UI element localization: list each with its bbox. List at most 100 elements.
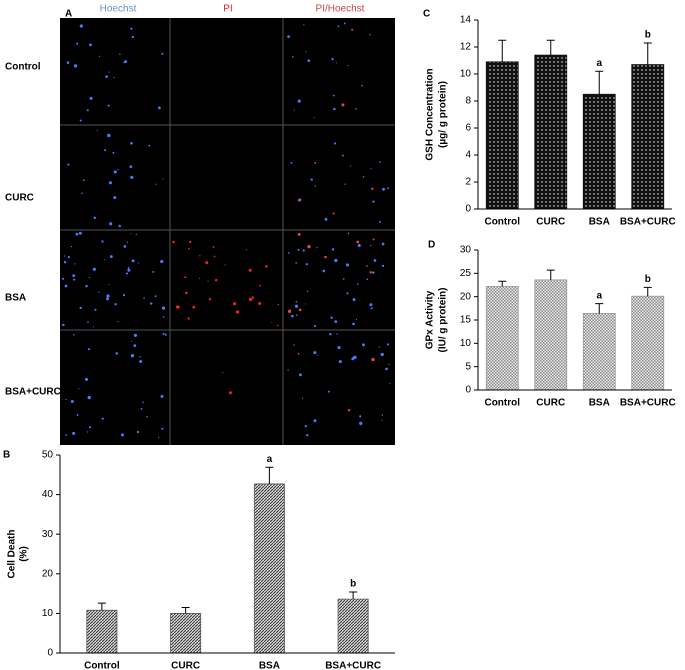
cell-dot [259,284,262,287]
significance-label: a [596,58,602,69]
panel-label: C [423,9,430,20]
cell-dot [277,303,280,306]
cell-dot [214,278,218,282]
y-tick-label: 14 [460,15,472,26]
cell-dot [385,367,388,371]
significance-label: a [596,290,602,301]
cell-dot [302,249,305,252]
y-tick-label: 12 [460,42,472,53]
cell-dot [369,34,371,36]
bar [631,64,665,210]
cell-dot [287,309,292,313]
cell-dot [92,267,96,271]
cell-dot [130,233,132,235]
cell-dot [291,314,294,318]
cell-dot [297,352,300,355]
cell-dot [154,295,157,298]
cell-dot [205,261,209,265]
cell-dot [245,249,248,251]
y-tick-label: 30 [42,529,54,540]
cell-dot [232,302,237,306]
cell-dot [114,303,117,306]
cell-dot [98,55,101,57]
cell-dot [316,246,318,249]
x-tick-label: CURC [536,398,565,409]
cell-dot [73,64,78,68]
error-bar [643,42,652,65]
cell-dot [222,372,224,374]
cell-dot [313,117,315,119]
cell-dot [382,187,385,191]
bar [534,54,568,210]
cell-dot [372,200,375,203]
cell-dot [297,99,301,103]
axes [477,250,672,391]
cell-dot [157,106,161,110]
cell-dot [185,291,188,295]
cell-dot [72,274,76,278]
cell-dot [117,169,119,171]
cell-dot [143,297,145,299]
row-label: CURC [5,193,34,204]
cell-dot [345,263,349,267]
y-tick-label: 50 [42,450,54,461]
cell-dot [86,109,89,112]
cell-dot [386,343,390,346]
cell-dot [87,395,91,400]
cell-dot [117,321,119,323]
cell-dot [178,306,181,308]
cell-dot [126,241,129,243]
cell-dot [251,296,255,299]
cell-dot [295,262,298,264]
cell-dot [74,263,76,265]
cell-dot [297,232,301,236]
cell-dot [129,165,133,169]
cell-dot [158,436,160,438]
y-tick-label: 0 [465,385,471,396]
cell-dot [370,244,372,247]
cell-dot [199,255,201,257]
bar [534,279,568,391]
cell-dot [87,321,89,323]
cell-dot [224,264,226,266]
cell-dot [124,60,128,63]
cell-dot [161,52,164,55]
significance-label: b [350,579,356,590]
cell-dot [327,390,330,393]
cell-dot [381,419,383,421]
cell-dot [381,264,385,268]
cell-dot [298,373,302,377]
y-tick-label: 6 [465,123,471,134]
cell-dot [370,307,373,310]
cell-dot [198,277,201,279]
y-axis-label: (µg/ g protein) [438,81,449,148]
error-bar [595,70,604,95]
cell-dot [293,344,295,346]
column-label: PI [223,4,232,15]
cell-dot [133,344,137,348]
cell-dot [122,294,126,297]
cell-dot [373,259,377,262]
cell-dot [148,144,151,147]
y-tick-label: 10 [460,338,472,349]
cell-dot [258,302,262,306]
cell-dot [378,346,381,348]
cell-dot [150,302,153,305]
cell-dot [271,321,273,323]
cell-dot [160,259,164,264]
cell-dot [146,415,148,418]
cell-dot [356,240,360,244]
significance-label: b [645,274,651,285]
cell-dot [88,276,90,279]
error-bar [546,39,555,56]
cell-dot [294,304,299,308]
cell-dot [108,181,113,185]
cell-dot [313,324,317,327]
cell-dot [104,149,107,152]
cell-dot [79,119,82,122]
cell-dot [86,431,89,433]
row-label: BSA+CURC [5,387,61,398]
cell-dot [89,43,92,47]
cell-dot [65,398,67,401]
error-bar [498,280,507,287]
